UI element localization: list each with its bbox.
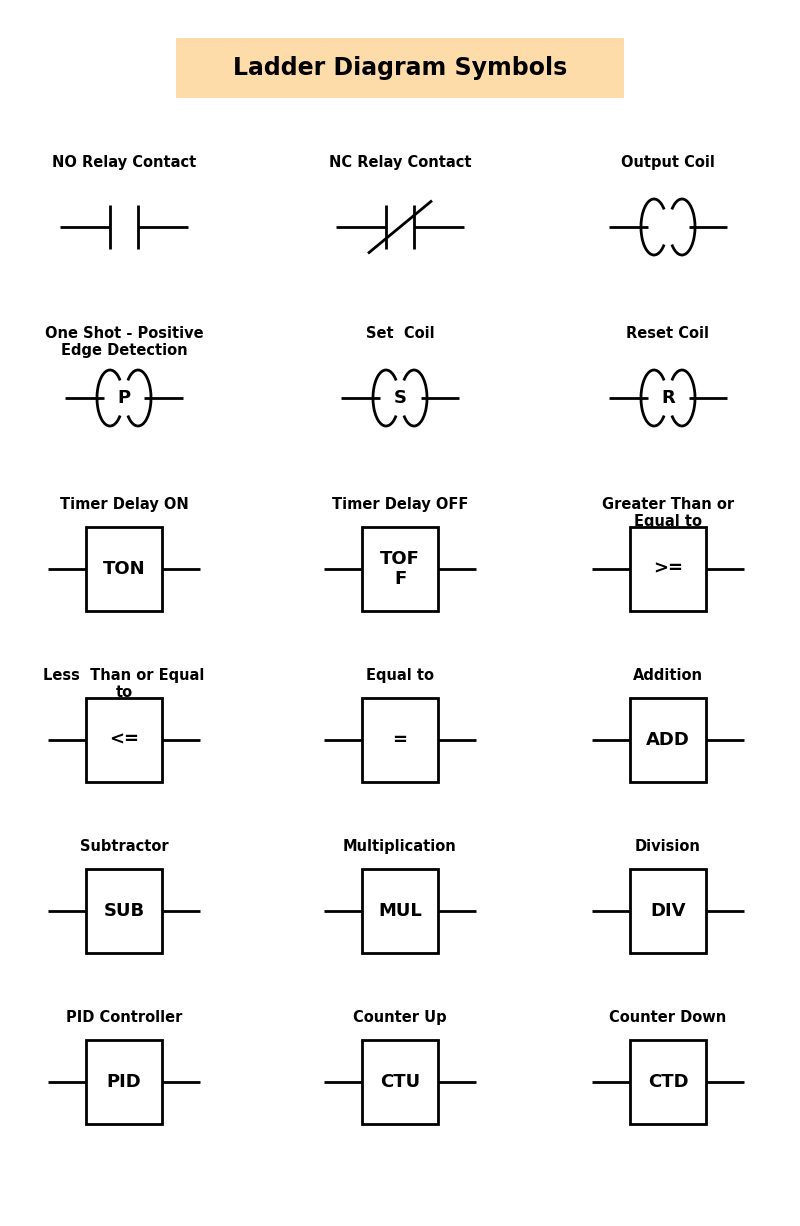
Text: P: P [118,389,130,407]
Bar [362,1040,438,1124]
Text: Timer Delay ON: Timer Delay ON [60,497,188,512]
Text: MUL: MUL [378,902,422,920]
Text: ADD: ADD [646,731,690,749]
Text: Counter Down: Counter Down [610,1010,726,1025]
Text: >=: >= [653,560,683,577]
Text: NC Relay Contact: NC Relay Contact [329,154,471,170]
Bar [362,527,438,611]
Bar [86,869,162,953]
Text: PID: PID [106,1073,142,1091]
Text: Set  Coil: Set Coil [366,326,434,341]
Text: Greater Than or
Equal to: Greater Than or Equal to [602,497,734,530]
Text: Subtractor: Subtractor [80,839,168,855]
Text: Reset Coil: Reset Coil [626,326,710,341]
Bar [362,869,438,953]
Text: Counter Up: Counter Up [353,1010,447,1025]
Text: TON: TON [102,560,146,577]
Text: Addition: Addition [633,668,703,683]
Text: SUB: SUB [103,902,145,920]
Text: S: S [394,389,406,407]
Bar [86,1040,162,1124]
Text: Division: Division [635,839,701,855]
Text: Ladder Diagram Symbols: Ladder Diagram Symbols [233,56,567,80]
Text: PID Controller: PID Controller [66,1010,182,1025]
Bar [86,698,162,782]
Text: R: R [661,389,675,407]
Text: CTU: CTU [380,1073,420,1091]
Text: NO Relay Contact: NO Relay Contact [52,154,196,170]
Text: Equal to: Equal to [366,668,434,683]
Text: =: = [393,731,407,749]
Bar [630,1040,706,1124]
Text: Less  Than or Equal
to: Less Than or Equal to [43,668,205,700]
Bar [86,527,162,611]
Text: Output Coil: Output Coil [621,154,715,170]
Text: CTD: CTD [648,1073,688,1091]
Bar [362,698,438,782]
Bar [630,869,706,953]
Bar [630,698,706,782]
Text: TOF
F: TOF F [380,549,420,588]
Text: DIV: DIV [650,902,686,920]
Text: One Shot - Positive
Edge Detection: One Shot - Positive Edge Detection [45,326,203,358]
Text: Timer Delay OFF: Timer Delay OFF [332,497,468,512]
Bar [630,527,706,611]
Text: <=: <= [109,731,139,749]
Text: Multiplication: Multiplication [343,839,457,855]
FancyBboxPatch shape [176,38,624,98]
